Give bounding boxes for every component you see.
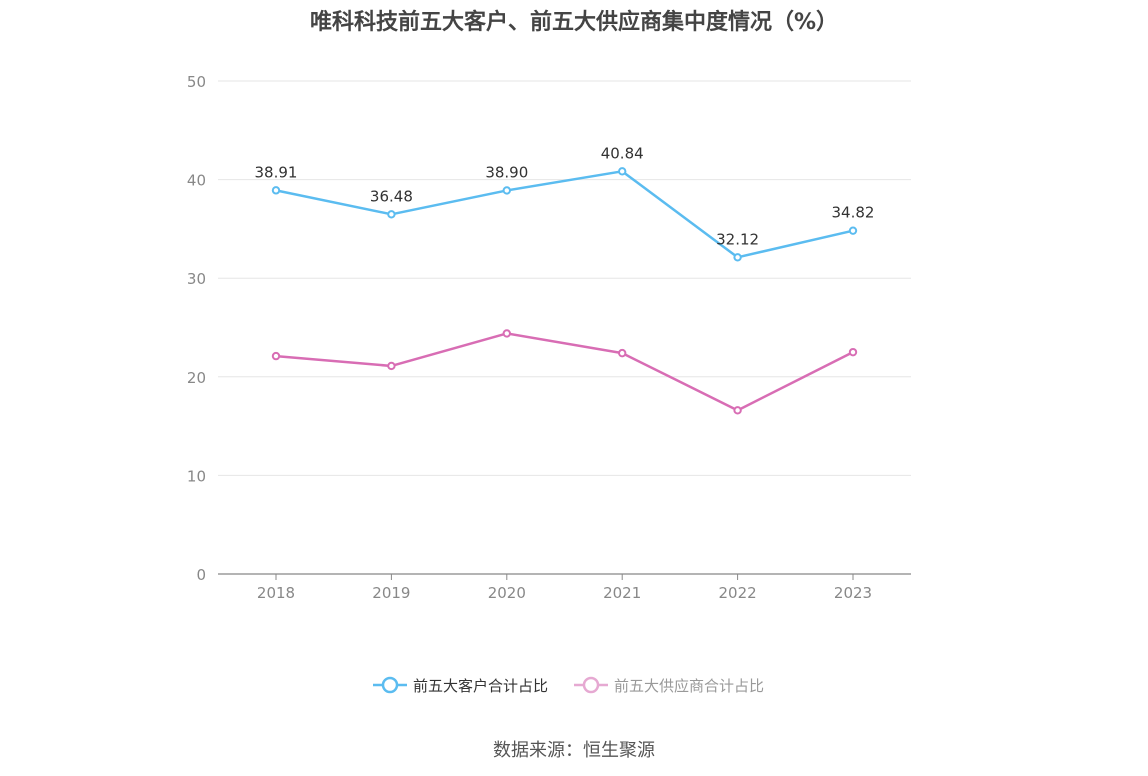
x-tick-label: 2019 [372, 584, 410, 602]
legend-item-0[interactable]: 前五大客户合计占比 [373, 676, 548, 695]
data-point-1[interactable] [387, 361, 396, 371]
data-label: 38.90 [485, 163, 528, 181]
y-tick-label: 30 [187, 270, 206, 288]
data-point-1[interactable] [618, 348, 627, 358]
data-label: 34.82 [832, 204, 875, 222]
data-point-0[interactable] [387, 210, 396, 219]
data-label: 36.48 [370, 187, 413, 205]
x-tick-label: 2022 [719, 584, 757, 602]
data-point-1[interactable] [271, 351, 281, 361]
data-label: 32.12 [716, 230, 759, 248]
legend-marker [381, 676, 399, 694]
series-line-0 [275, 170, 854, 259]
y-tick-label: 0 [196, 566, 206, 584]
data-point-0[interactable] [848, 226, 858, 235]
y-tick-label: 10 [187, 467, 206, 485]
chart-title: 唯科科技前五大客户、前五大供应商集中度情况（%） [309, 10, 839, 35]
data-point-0[interactable] [271, 186, 281, 195]
data-point-1[interactable] [733, 406, 742, 415]
grid-layer [218, 80, 911, 476]
data-source: 数据来源：恒生聚源 [493, 740, 655, 761]
x-tick-label: 2018 [257, 584, 295, 602]
legend-item-1[interactable]: 前五大供应商合计占比 [574, 676, 764, 695]
legend[interactable]: 前五大客户合计占比 前五大供应商合计占比 [373, 676, 764, 695]
x-tick-label: 2021 [603, 584, 641, 602]
data-point-1[interactable] [502, 329, 511, 338]
y-tick-label: 50 [187, 73, 206, 91]
series-layer [271, 167, 858, 415]
series-line-1 [275, 332, 854, 412]
legend-label: 前五大客户合计占比 [413, 677, 548, 695]
data-point-1[interactable] [848, 347, 858, 357]
y-tick-label: 20 [187, 369, 206, 387]
data-point-0[interactable] [502, 186, 511, 195]
y-tick-label: 40 [187, 172, 206, 190]
data-point-0[interactable] [733, 253, 742, 262]
axis-layer: 0 10 20 30 40 50 2018 2019 2020 2021 2022 2023 [187, 73, 911, 602]
data-point-0[interactable] [618, 167, 627, 176]
legend-label: 前五大供应商合计占比 [614, 677, 764, 695]
x-tick-label: 2023 [834, 584, 872, 602]
legend-marker [582, 676, 600, 694]
x-tick-label: 2020 [488, 584, 526, 602]
data-label: 40.84 [601, 144, 644, 162]
data-label: 38.91 [255, 163, 298, 181]
label-layer: 38.91 36.48 38.90 40.84 32.12 34.82 [255, 144, 875, 248]
